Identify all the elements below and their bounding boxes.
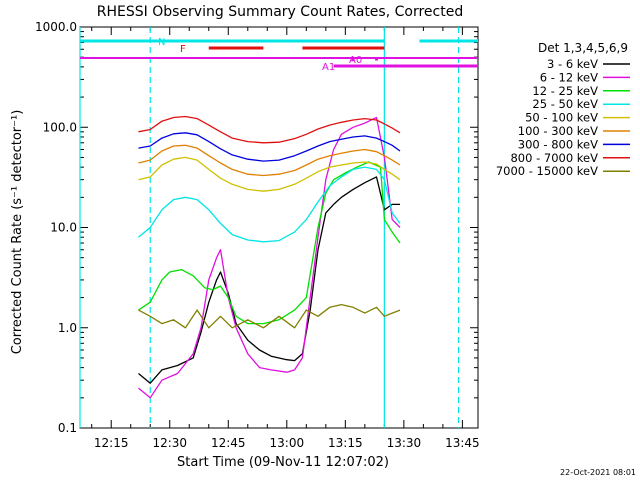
series-line bbox=[138, 132, 401, 162]
series-line bbox=[138, 161, 401, 325]
legend-label: 800 - 7000 keV bbox=[510, 151, 598, 165]
series-line bbox=[138, 303, 401, 329]
x-tick-label: 13:45 bbox=[445, 436, 480, 450]
series-line bbox=[138, 116, 401, 399]
legend-label: 100 - 300 keV bbox=[518, 124, 598, 138]
flag-bars: N F A0 A1 bbox=[80, 37, 478, 73]
x-axis: 12:15 12:30 12:45 13:00 13:15 13:30 13:45 bbox=[91, 27, 480, 450]
legend-label: 25 - 50 keV bbox=[532, 97, 598, 111]
x-tick-label: 12:15 bbox=[94, 436, 129, 450]
y-tick-label: 100.0 bbox=[43, 120, 77, 134]
flag-label: A1 bbox=[322, 62, 335, 73]
legend-label: 300 - 800 keV bbox=[518, 137, 598, 151]
x-tick-label: 13:00 bbox=[270, 436, 305, 450]
y-tick-label: 1.0 bbox=[58, 321, 77, 335]
plot-frame bbox=[79, 26, 479, 429]
saa-night-markers bbox=[79, 27, 460, 428]
flag-label: N bbox=[158, 37, 165, 48]
y-tick-label: 10.0 bbox=[50, 221, 77, 235]
legend-label: 6 - 12 keV bbox=[540, 70, 598, 84]
x-tick-label: 12:30 bbox=[152, 436, 187, 450]
series-line bbox=[138, 166, 401, 243]
x-axis-label: Start Time (09-Nov-11 12:07:02) bbox=[177, 455, 389, 470]
legend-label: 50 - 100 keV bbox=[525, 111, 598, 125]
y-tick-label: 0.1 bbox=[58, 421, 77, 435]
x-tick-label: 12:45 bbox=[211, 436, 246, 450]
y-tick-label: 1000.0 bbox=[35, 20, 77, 34]
y-axis: 0.1 1.0 10.0 100.0 1000.0 bbox=[35, 20, 478, 435]
legend-label: 12 - 25 keV bbox=[532, 84, 598, 98]
generation-timestamp: 22-Oct-2021 08:01 bbox=[560, 468, 636, 477]
series-line bbox=[138, 156, 401, 192]
legend-label: 3 - 6 keV bbox=[547, 57, 598, 71]
chart-title: RHESSI Observing Summary Count Rates, Co… bbox=[97, 4, 463, 20]
flag-label: F bbox=[180, 44, 186, 55]
series-lines bbox=[138, 115, 401, 399]
legend-label: 7000 - 15000 keV bbox=[496, 164, 598, 178]
series-line bbox=[138, 115, 401, 144]
series-line bbox=[138, 144, 401, 177]
legend-title: Det 1,3,4,5,6,9 bbox=[538, 41, 628, 55]
x-tick-label: 13:30 bbox=[387, 436, 422, 450]
series-line bbox=[138, 176, 400, 384]
x-tick-label: 13:15 bbox=[328, 436, 363, 450]
y-axis-label: Corrected Count Rate (s⁻¹ detector⁻¹) bbox=[10, 110, 25, 355]
flag-label: A0 bbox=[349, 55, 362, 66]
